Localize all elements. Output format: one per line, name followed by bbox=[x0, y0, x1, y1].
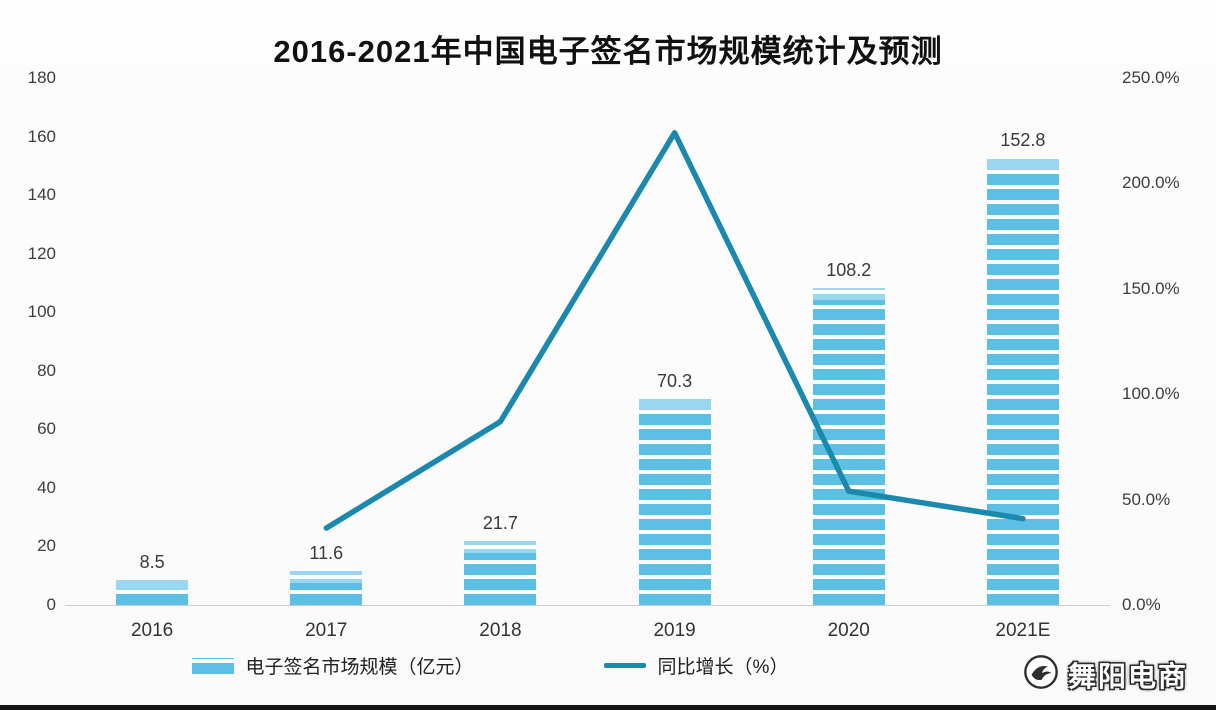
x-axis-label: 2020 bbox=[827, 620, 870, 641]
bar-value-label: 11.6 bbox=[309, 543, 344, 564]
market-size-bar bbox=[290, 571, 363, 605]
chart-title: 2016-2021年中国电子签名市场规模统计及预测 bbox=[273, 34, 943, 69]
dove-logo-icon bbox=[1022, 653, 1060, 696]
x-axis-line bbox=[65, 605, 1110, 606]
right-axis-tick: 200.0% bbox=[1122, 173, 1180, 193]
left-axis-tick: 160 bbox=[27, 126, 56, 146]
left-axis-tick: 60 bbox=[37, 419, 56, 439]
right-axis-tick: 0.0% bbox=[1122, 595, 1161, 614]
market-size-bar bbox=[986, 157, 1059, 605]
market-size-bar bbox=[812, 288, 885, 605]
x-axis-label: 2018 bbox=[479, 620, 522, 641]
left-axis-tick: 100 bbox=[27, 302, 56, 322]
left-axis-tick: 120 bbox=[27, 243, 56, 263]
legend-bar-label: 电子签名市场规模（亿元） bbox=[245, 657, 474, 678]
left-axis-tick: 40 bbox=[37, 477, 56, 497]
right-axis-tick: 150.0% bbox=[1122, 278, 1180, 298]
x-axis-label: 2016 bbox=[130, 620, 174, 641]
market-size-bar bbox=[464, 541, 537, 605]
market-size-bar bbox=[116, 580, 189, 605]
legend-line-label: 同比增长（%） bbox=[657, 657, 789, 678]
x-axis-label: 2021E bbox=[995, 620, 1051, 641]
right-axis-tick: 50.0% bbox=[1122, 489, 1171, 509]
line-series-swatch-icon bbox=[603, 663, 646, 668]
bar-series-swatch-icon bbox=[191, 657, 234, 674]
bar-top-cap bbox=[812, 288, 885, 301]
bar-top-cap bbox=[290, 571, 363, 584]
x-axis-label: 2019 bbox=[653, 620, 696, 641]
left-axis-tick: 180 bbox=[27, 68, 56, 87]
bar-value-label: 70.3 bbox=[657, 371, 693, 392]
legend-item-bar: 电子签名市场规模（亿元） bbox=[191, 652, 474, 679]
bar-value-label: 108.2 bbox=[826, 260, 872, 281]
legend-item-line: 同比增长（%） bbox=[603, 652, 789, 679]
left-axis-tick: 0 bbox=[46, 595, 56, 614]
left-axis-tick: 140 bbox=[27, 185, 56, 205]
market-size-bar bbox=[638, 399, 711, 605]
legend: 电子签名市场规模（亿元） 同比增长（%） bbox=[0, 652, 980, 679]
bar-top-cap bbox=[986, 157, 1059, 170]
left-axis-tick: 80 bbox=[37, 360, 56, 380]
bar-top-cap bbox=[464, 541, 537, 554]
watermark: 舞阳电商 bbox=[1022, 653, 1188, 696]
bar-top-cap bbox=[638, 399, 711, 412]
left-axis-tick: 20 bbox=[37, 536, 56, 556]
plot-area: 8.5 11.6 21.7 70.3 108.2 152.8 bbox=[65, 78, 1110, 605]
watermark-text: 舞阳电商 bbox=[1067, 660, 1188, 692]
bar-value-label: 8.5 bbox=[139, 552, 165, 573]
bar-top-cap bbox=[116, 580, 189, 593]
bottom-border-strip bbox=[0, 705, 1216, 710]
bar-value-label: 152.8 bbox=[1000, 129, 1046, 150]
right-axis-tick: 250.0% bbox=[1122, 68, 1180, 87]
right-axis-tick: 100.0% bbox=[1122, 384, 1180, 404]
bar-value-label: 21.7 bbox=[482, 513, 518, 534]
x-axis-label: 2017 bbox=[305, 620, 348, 641]
